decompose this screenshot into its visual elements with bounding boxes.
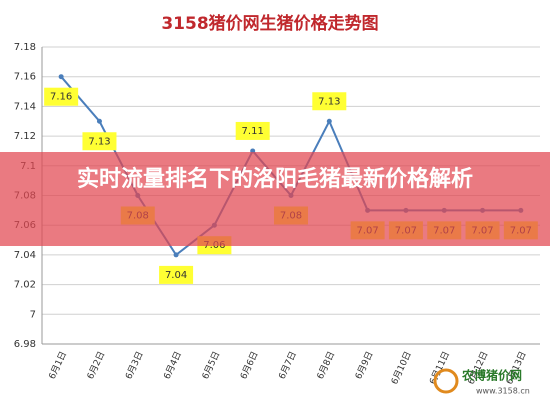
y-tick-label: 7.02 [14, 280, 36, 291]
value-label: 7.16 [50, 92, 72, 103]
headline-box: 实时流量排名下的洛阳毛猪最新价格解析 [76, 167, 473, 192]
watermark-url: www.3158.cn [476, 387, 530, 396]
value-label-box [312, 92, 347, 111]
data-point [173, 252, 179, 258]
headline-band [0, 152, 550, 246]
y-tick-label: 6.98 [14, 339, 36, 350]
y-tick-label: 7.16 [14, 72, 36, 83]
y-tick-label: 7.18 [14, 42, 36, 53]
value-label: 7.11 [242, 126, 264, 137]
value-label-box [82, 132, 117, 151]
y-tick-label: 7.12 [14, 131, 36, 142]
headline: 实时流量排名下的洛阳毛猪最新价格解析 [76, 167, 473, 192]
data-point [96, 118, 102, 124]
y-tick-label: 7 [30, 309, 36, 320]
data-point [58, 74, 64, 80]
value-label: 7.13 [88, 136, 110, 147]
chart-title: 3158猪价网生猪价格走势图 [161, 13, 378, 34]
y-tick-label: 7.14 [14, 101, 36, 112]
value-label-box [159, 265, 194, 284]
watermark-brand: 农博猪价网 [461, 368, 522, 383]
overlay: 实时流量排名下的洛阳毛猪最新价格解析 农博猪价网 www.3158.cn [0, 152, 550, 396]
value-label: 7.04 [165, 270, 187, 281]
data-point [326, 118, 332, 124]
value-label-box [235, 121, 270, 140]
value-label-box [44, 87, 79, 106]
value-label: 7.13 [318, 96, 340, 107]
watermark-logo [433, 368, 459, 394]
y-tick-label: 7.04 [14, 250, 36, 261]
